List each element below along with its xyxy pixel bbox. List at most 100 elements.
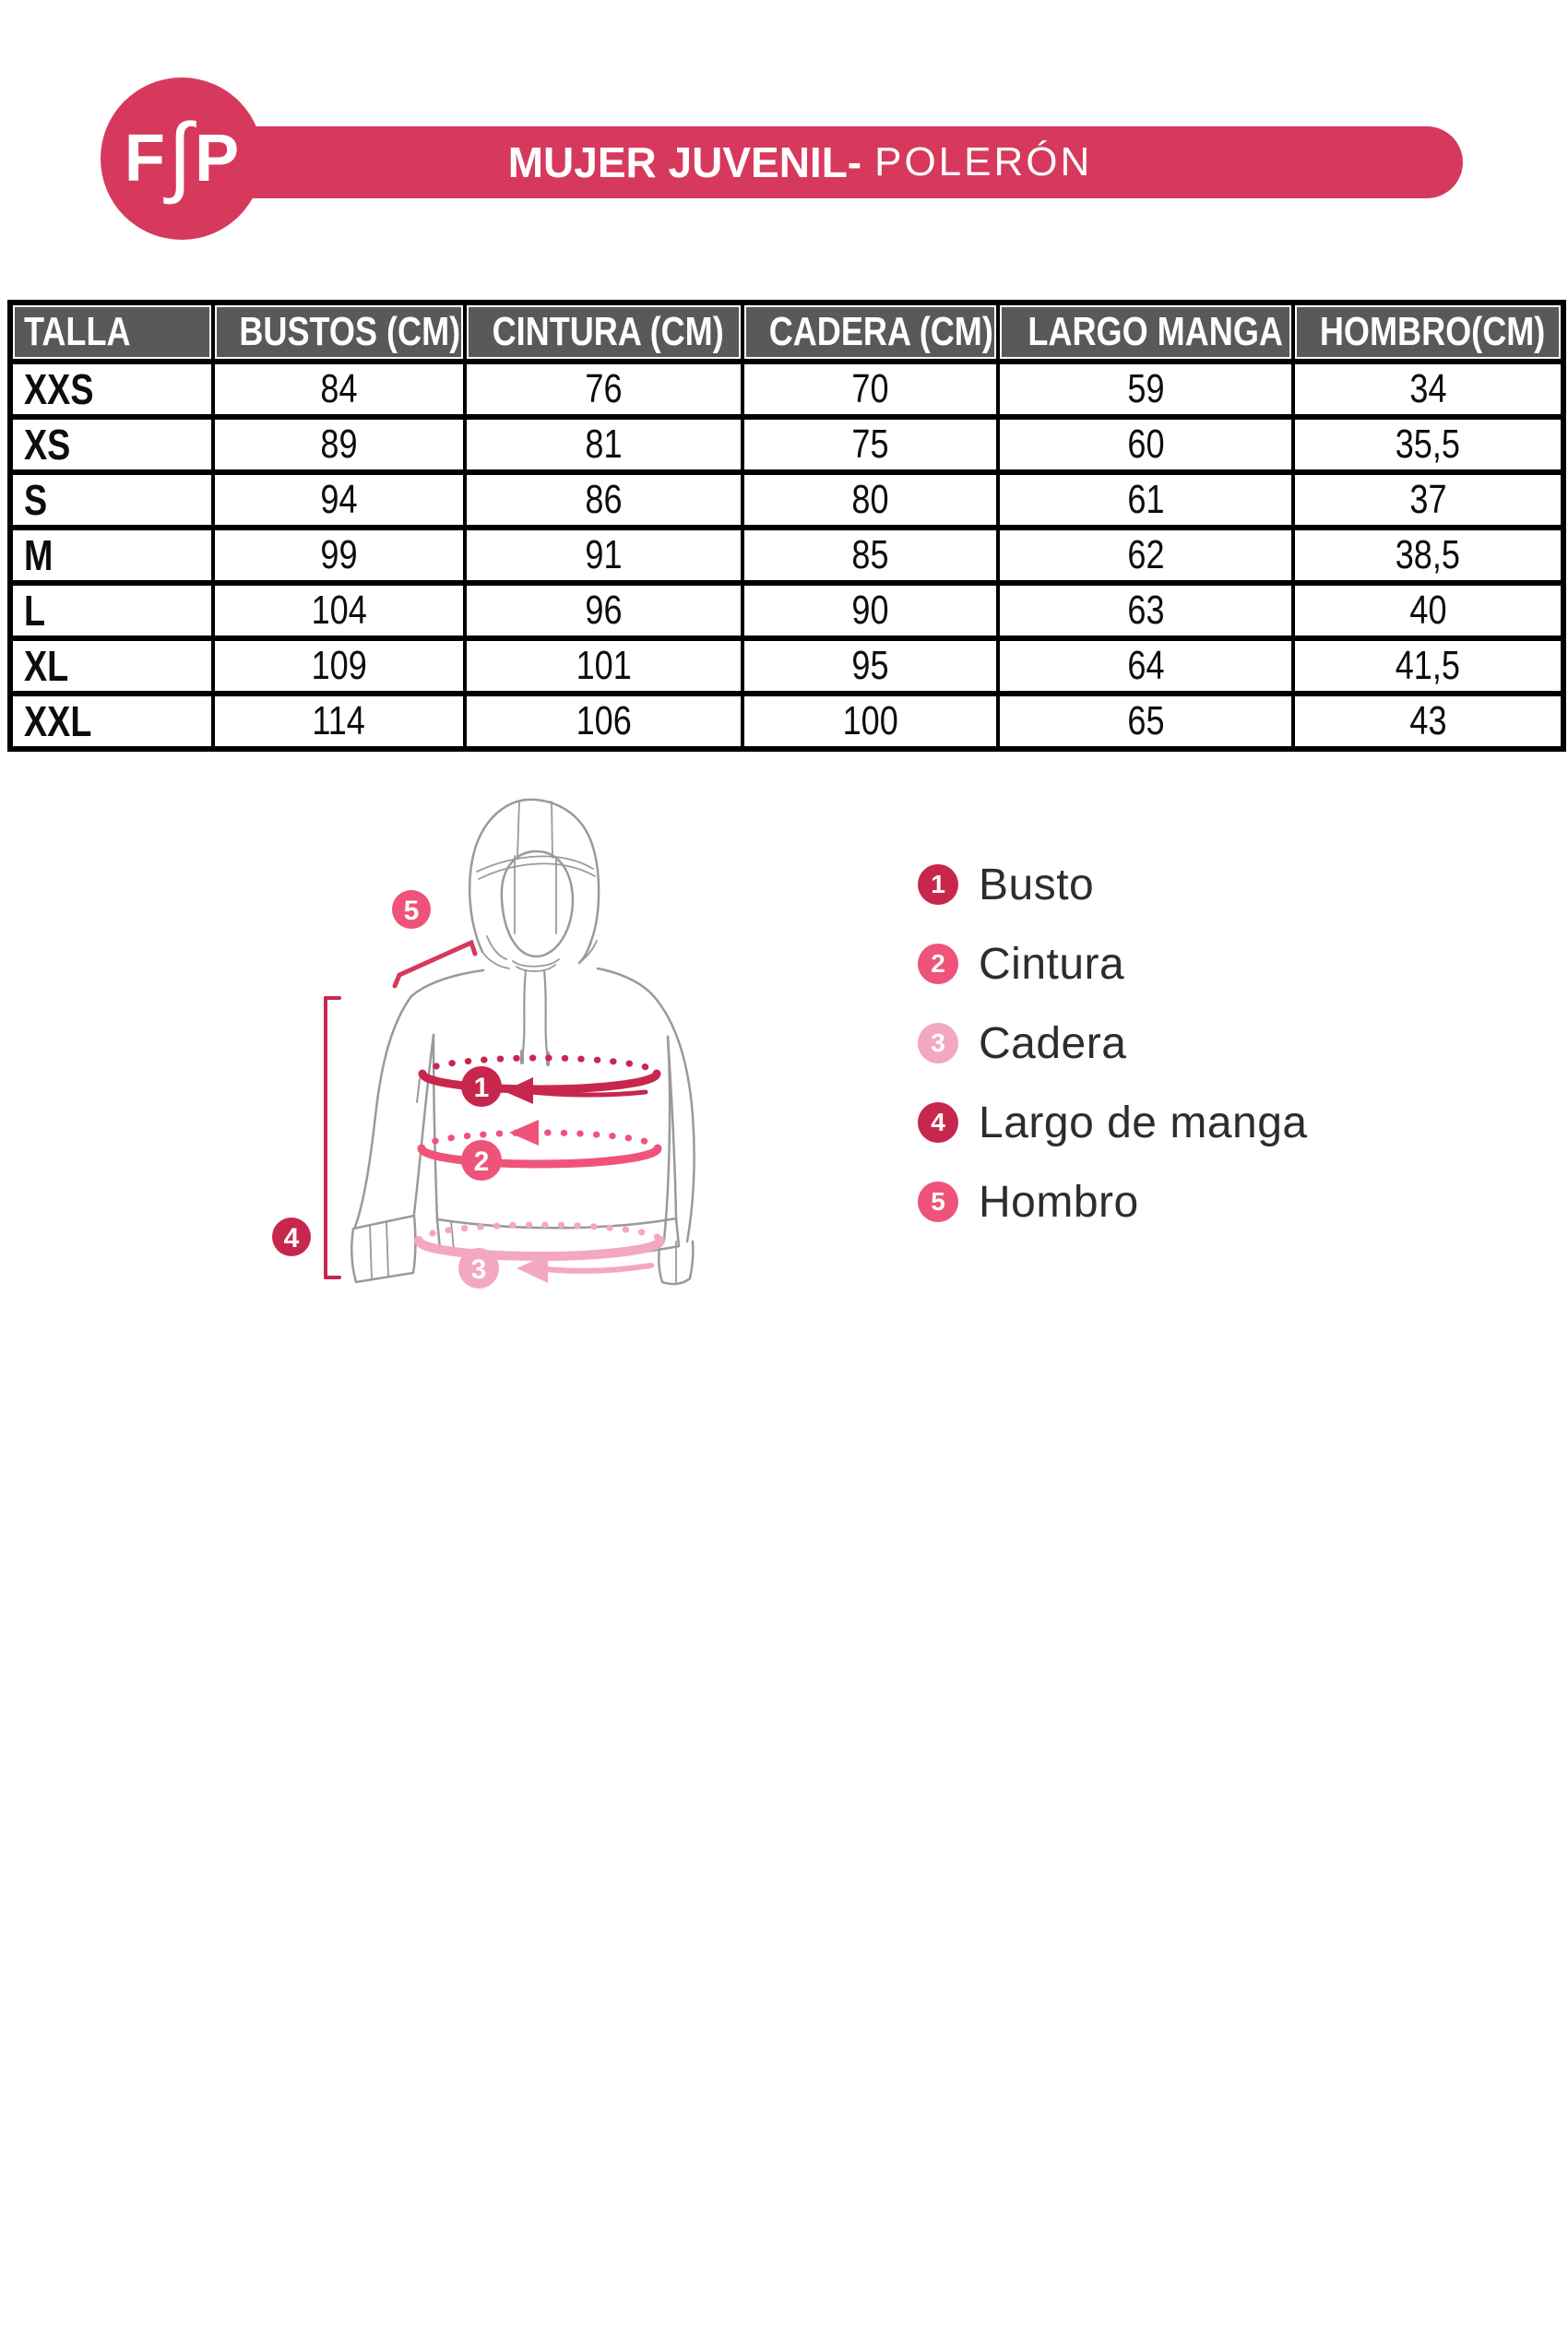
- size-table-body: XXS 84 76 70 59 34 XS 89 81 75 60 35,5 S 94 86 80 61 37 M 9…: [8, 359, 1565, 752]
- measurement-cell: 101: [463, 636, 744, 696]
- legend-marker-3: 3: [918, 1023, 958, 1063]
- size-label-cell: M: [8, 525, 215, 586]
- table-row: M 99 91 85 62 38,5: [8, 525, 1565, 586]
- measurement-cell: 35,5: [1291, 414, 1565, 475]
- shoulder-bracket: [392, 939, 478, 989]
- measurement-cell: 114: [211, 691, 467, 752]
- table-row: XS 89 81 75 60 35,5: [8, 414, 1565, 475]
- sleeve-length-line: [324, 996, 341, 1279]
- legend-item-largo-de-manga: 4 Largo de manga: [918, 1099, 1308, 1147]
- legend-item-cadera: 3 Cadera: [918, 1019, 1308, 1068]
- hoodie-measurement-diagram: 1 2 3 4 5: [272, 798, 695, 1289]
- measurement-cell: 34: [1291, 359, 1565, 420]
- svg-text:2: 2: [474, 1146, 490, 1177]
- measurement-cell: 40: [1291, 580, 1565, 641]
- measurement-cell: 100: [741, 691, 1000, 752]
- size-label-cell: S: [8, 469, 215, 530]
- svg-text:1: 1: [474, 1073, 490, 1103]
- measurement-cell: 109: [211, 636, 467, 696]
- marker-4-sleeve: 4: [272, 1218, 311, 1256]
- measurement-cell: 70: [741, 359, 1000, 420]
- size-label-cell: XXL: [8, 691, 215, 752]
- measurement-cell: 64: [996, 636, 1295, 696]
- legend-marker-1: 1: [918, 864, 958, 905]
- table-row: L 104 96 90 63 40: [8, 580, 1565, 641]
- measurement-cell: 90: [741, 580, 1000, 641]
- measurement-cell: 76: [463, 359, 744, 420]
- measurement-cell: 80: [741, 469, 1000, 530]
- measurement-cell: 96: [463, 580, 744, 641]
- brand-logo: F ∫ P: [101, 77, 263, 240]
- table-row: XXS 84 76 70 59 34: [8, 359, 1565, 420]
- column-header-0: TALLA: [8, 300, 215, 364]
- legend-label-hombro: Hombro: [979, 1177, 1139, 1227]
- measurement-cell: 38,5: [1291, 525, 1565, 586]
- table-row: XXL 114 106 100 65 43: [8, 691, 1565, 752]
- legend-label-cintura: Cintura: [979, 939, 1125, 989]
- hoodie-illustration: [350, 798, 695, 1286]
- measurement-cell: 84: [211, 359, 467, 420]
- measurement-cell: 89: [211, 414, 467, 475]
- legend-item-busto: 1 Busto: [918, 861, 1308, 909]
- size-table: TALLA BUSTOS (CM) CINTURA (CM) CADERA (CM) L…: [7, 300, 1566, 752]
- measurement-cell: 63: [996, 580, 1295, 641]
- marker-3-hip: 3: [458, 1248, 499, 1289]
- measurement-cell: 41,5: [1291, 636, 1565, 696]
- measurement-cell: 62: [996, 525, 1295, 586]
- page-title-light: POLERÓN: [874, 139, 1093, 184]
- size-label-cell: XXS: [8, 359, 215, 420]
- measurement-cell: 81: [463, 414, 744, 475]
- measurement-cell: 104: [211, 580, 467, 641]
- measurement-cell: 37: [1291, 469, 1565, 530]
- title-banner: MUJER JUVENIL- POLERÓN: [182, 126, 1463, 198]
- page-title-bold: MUJER JUVENIL-: [507, 138, 862, 186]
- table-row: S 94 86 80 61 37: [8, 469, 1565, 530]
- table-row: XL 109 101 95 64 41,5: [8, 636, 1565, 696]
- logo-letter-p: P: [195, 122, 240, 196]
- column-header-5: HOMBRO(CM): [1291, 300, 1565, 364]
- waist-measure-ring: [417, 1129, 662, 1169]
- measurement-cell: 106: [463, 691, 744, 752]
- measurement-cell: 95: [741, 636, 1000, 696]
- legend-item-cintura: 2 Cintura: [918, 940, 1308, 989]
- legend-label-busto: Busto: [979, 860, 1095, 909]
- measurement-cell: 94: [211, 469, 467, 530]
- measurement-cell: 61: [996, 469, 1295, 530]
- column-header-4: LARGO MANGA: [996, 300, 1295, 364]
- measurement-cell: 85: [741, 525, 1000, 586]
- measurement-legend: 1 Busto 2 Cintura 3 Cadera 4 Largo de ma…: [918, 861, 1308, 1261]
- measurement-cell: 65: [996, 691, 1295, 752]
- measurement-cell: 75: [741, 414, 1000, 475]
- size-table-header-row: TALLA BUSTOS (CM) CINTURA (CM) CADERA (CM) L…: [8, 300, 1565, 364]
- legend-label-cadera: Cadera: [979, 1018, 1127, 1068]
- column-header-3: CADERA (CM): [741, 300, 1000, 364]
- marker-5-shoulder: 5: [392, 890, 431, 929]
- measurement-cell: 86: [463, 469, 744, 530]
- bust-arrowhead: [504, 1077, 533, 1104]
- measurement-cell: 59: [996, 359, 1295, 420]
- hip-arrowhead: [517, 1254, 548, 1283]
- measurement-cell: 99: [211, 525, 467, 586]
- legend-marker-5: 5: [918, 1182, 958, 1222]
- svg-text:3: 3: [471, 1254, 487, 1285]
- column-header-2: CINTURA (CM): [463, 300, 744, 364]
- size-label-cell: L: [8, 580, 215, 641]
- hip-measure-ring: [414, 1221, 665, 1274]
- size-label-cell: XL: [8, 636, 215, 696]
- size-label-cell: XS: [8, 414, 215, 475]
- legend-item-hombro: 5 Hombro: [918, 1178, 1308, 1227]
- svg-text:5: 5: [404, 896, 420, 926]
- measurement-cell: 60: [996, 414, 1295, 475]
- marker-1-bust: 1: [461, 1066, 502, 1107]
- svg-text:4: 4: [284, 1223, 300, 1253]
- waist-arrowhead: [509, 1120, 539, 1146]
- measurement-cell: 43: [1291, 691, 1565, 752]
- marker-2-waist: 2: [461, 1140, 502, 1181]
- legend-label-largo-de-manga: Largo de manga: [979, 1098, 1308, 1147]
- bust-measure-ring: [418, 1054, 661, 1098]
- logo-letter-f: F: [124, 122, 165, 196]
- legend-marker-4: 4: [918, 1102, 958, 1143]
- legend-marker-2: 2: [918, 944, 958, 984]
- measurement-cell: 91: [463, 525, 744, 586]
